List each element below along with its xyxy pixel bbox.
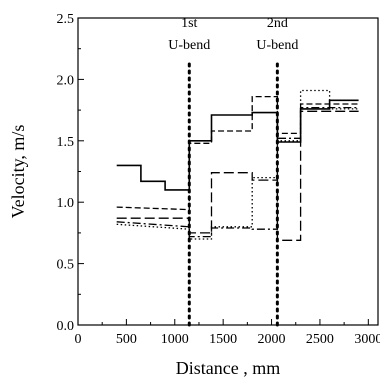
x-tick-label: 500 bbox=[116, 332, 137, 347]
y-tick-label: 0.5 bbox=[57, 258, 75, 273]
u-bend-label-line2: U-bend bbox=[168, 38, 210, 53]
x-tick-label: 2500 bbox=[306, 332, 334, 347]
plot-frame bbox=[77, 17, 379, 326]
x-tick-label: 0 bbox=[75, 332, 82, 347]
u-bend-label-line1: 2nd bbox=[267, 16, 288, 31]
x-axis-title: Distance , mm bbox=[176, 358, 280, 378]
y-tick-label: 2.5 bbox=[57, 12, 75, 27]
series-line-2-dashed bbox=[116, 95, 359, 211]
y-tick-label: 1.0 bbox=[57, 196, 75, 211]
y-tick-label: 1.5 bbox=[57, 135, 75, 150]
x-tick-label: 2000 bbox=[258, 332, 286, 347]
y-tick-label: 2.0 bbox=[57, 73, 75, 88]
u-bend-label-line1: 1st bbox=[181, 16, 197, 31]
series-line-4-dashdot bbox=[116, 106, 359, 238]
x-tick-label: 1500 bbox=[209, 332, 237, 347]
y-axis-title: Velocity, m/s bbox=[8, 125, 28, 219]
series-line-5-dotted bbox=[116, 89, 359, 240]
x-tick-label: 3000 bbox=[354, 332, 380, 347]
x-tick-label: 1000 bbox=[161, 332, 189, 347]
series-line-1-solid bbox=[116, 99, 359, 191]
series-layer bbox=[116, 89, 359, 241]
u-bend-markers: 1st U-bend 2nd U-bend bbox=[168, 16, 298, 327]
u-bend-label-line2: U-bend bbox=[256, 38, 298, 53]
y-tick-label: 0.0 bbox=[57, 319, 75, 334]
axis-ticks: 0 500 1000 1500 2000 2500 3000 0.0 0.5 1.0 1.5 2.0 2… bbox=[57, 12, 380, 347]
